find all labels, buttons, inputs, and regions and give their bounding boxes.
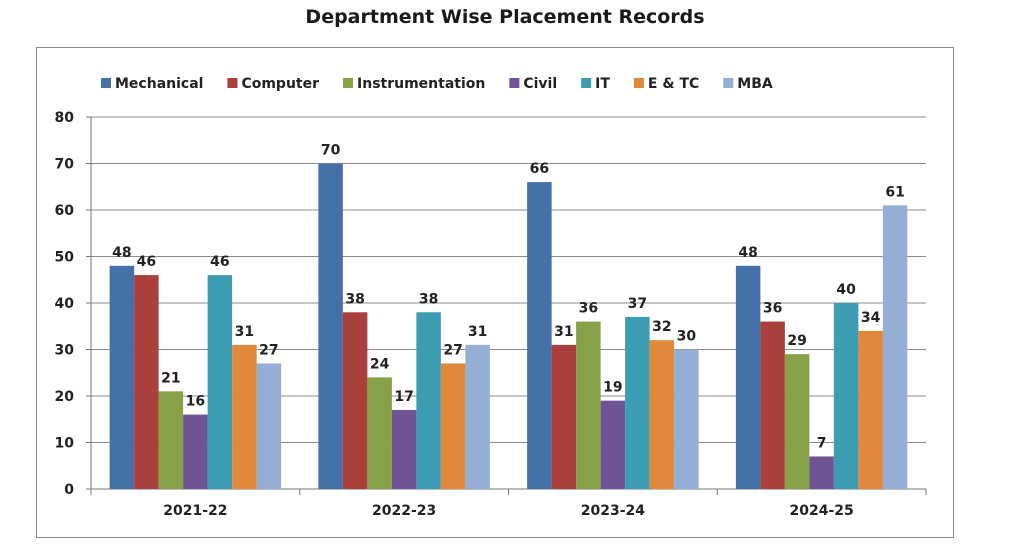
data-label: 27: [443, 342, 462, 358]
x-tick-label: 2021-22: [163, 503, 227, 519]
bar-instrumentation: [784, 354, 810, 489]
data-label: 48: [738, 245, 757, 261]
bar-instrumentation: [158, 391, 184, 489]
data-label: 7: [817, 435, 827, 451]
bar-mba: [465, 344, 490, 489]
data-label: 61: [885, 184, 904, 200]
data-label: 34: [861, 310, 881, 326]
bar-mechanical: [318, 163, 343, 489]
bar-it: [416, 312, 441, 489]
bar-civil: [391, 409, 417, 489]
data-label: 24: [370, 356, 390, 372]
bar-computer: [760, 321, 785, 489]
data-label: 31: [554, 324, 573, 340]
legend-label: Mechanical: [115, 76, 203, 92]
y-tick-label: 0: [64, 482, 74, 498]
bar-instrumentation: [367, 377, 392, 489]
bar-mechanical: [527, 182, 552, 489]
legend-swatch: [227, 78, 238, 88]
legend-label: IT: [595, 76, 610, 92]
bar-computer: [134, 275, 159, 489]
legend-label: Instrumentation: [357, 76, 485, 92]
data-label: 17: [394, 389, 413, 405]
bar-it: [625, 316, 650, 489]
legend-swatch: [509, 78, 520, 88]
y-tick-label: 20: [55, 389, 75, 405]
data-label: 38: [419, 291, 438, 307]
x-tick-label: 2023-24: [581, 503, 646, 519]
chart-title: Department Wise Placement Records: [305, 6, 705, 28]
y-tick-label: 70: [55, 157, 75, 173]
data-label: 31: [235, 324, 254, 340]
bar-mba: [256, 363, 282, 489]
x-tick-label: 2024-25: [789, 503, 853, 519]
data-label: 37: [628, 296, 647, 312]
legend-label: MBA: [737, 76, 773, 92]
bars: [109, 163, 908, 489]
legend-label: Computer: [241, 76, 319, 92]
x-tick-label: 2022-23: [372, 503, 436, 519]
bar-e-tc: [440, 363, 466, 489]
bar-e-tc: [232, 344, 257, 489]
bar-mechanical: [735, 265, 761, 489]
bar-e-tc: [649, 340, 675, 489]
bar-mba: [674, 349, 699, 489]
legend-swatch: [633, 78, 644, 88]
y-tick-label: 30: [55, 343, 75, 359]
bar-mechanical: [109, 265, 135, 489]
legend-swatch: [343, 78, 354, 88]
bar-e-tc: [858, 330, 883, 489]
bar-computer: [551, 344, 577, 489]
y-tick-label: 60: [55, 203, 75, 219]
data-label: 21: [161, 370, 180, 386]
bar-it: [207, 275, 233, 489]
bar-civil: [600, 400, 626, 489]
y-tick-label: 80: [55, 110, 75, 126]
data-label: 29: [787, 333, 806, 349]
bar-computer: [342, 312, 368, 489]
data-label: 32: [652, 319, 671, 335]
bar-it: [833, 303, 859, 489]
legend-swatch: [581, 78, 592, 88]
legend-swatch: [101, 78, 111, 88]
legend-label: Civil: [523, 76, 557, 92]
data-label: 66: [530, 161, 549, 177]
data-label: 48: [112, 245, 131, 261]
bar-civil: [183, 414, 208, 489]
data-label: 38: [345, 291, 364, 307]
legend: Mechanical Computer Instrumentation Civil IT…: [101, 76, 773, 92]
data-label: 27: [259, 342, 278, 358]
chart-frame: [36, 47, 954, 538]
axes: 0 10 20 30 40 50 60 70 80 2021-22 2022-23 2023-24 20…: [55, 110, 927, 519]
y-tick-label: 50: [55, 250, 75, 266]
y-tick-label: 40: [55, 296, 75, 312]
bar-instrumentation: [576, 321, 601, 489]
data-label: 70: [321, 143, 341, 159]
legend-label: E & TC: [648, 76, 699, 92]
y-tick-label: 10: [55, 436, 75, 452]
data-label: 36: [763, 301, 782, 317]
legend-swatch: [723, 78, 734, 88]
data-label: 31: [468, 324, 487, 340]
data-label: 46: [137, 254, 156, 270]
data-label: 40: [836, 282, 856, 298]
bar-mba: [882, 205, 908, 489]
data-label: 36: [579, 301, 598, 317]
data-label: 19: [603, 380, 622, 396]
data-label: 16: [186, 394, 205, 410]
bar-civil: [809, 456, 834, 489]
data-labels: 48 46 21 16 46 31 27 70 38 24 17 38 27 31 66 31 36 19 37 32…: [112, 143, 905, 452]
data-label: 46: [210, 254, 229, 270]
data-label: 30: [677, 329, 697, 345]
